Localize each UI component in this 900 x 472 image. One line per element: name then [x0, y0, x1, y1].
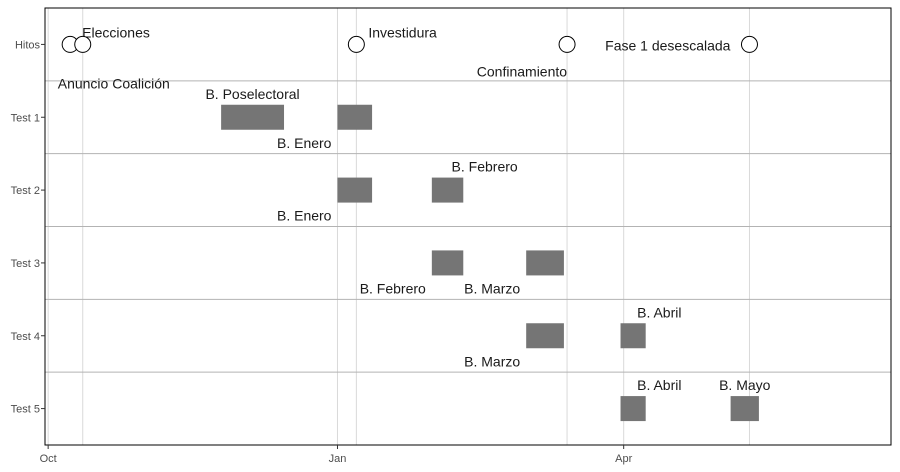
y-tick-label: Test 4	[11, 331, 40, 343]
bar-label-b-enero: B. Enero	[277, 135, 332, 151]
plot-border	[44, 7, 892, 446]
y-tick-label: Hitos	[15, 39, 41, 51]
bar-b-enero	[337, 104, 373, 130]
milestone-label-confinamiento: Confinamiento	[477, 63, 567, 79]
bar-b-mayo	[730, 396, 759, 422]
bar-label-b-mayo: B. Mayo	[719, 377, 771, 393]
bar-b-marzo	[526, 250, 564, 276]
bar-label-b-febrero: B. Febrero	[360, 280, 426, 296]
bar-b-poselectoral	[221, 104, 285, 130]
bar-label-b-poselectoral: B. Poselectoral	[205, 86, 299, 102]
x-tick-label: Oct	[40, 453, 57, 465]
bar-label-b-febrero: B. Febrero	[452, 159, 518, 175]
y-tick-label: Test 5	[11, 404, 40, 416]
y-tick-label: Test 2	[11, 185, 40, 197]
bar-label-b-abril: B. Abril	[637, 304, 681, 320]
milestone-label-anuncio-coalicion: Anuncio Coalición	[58, 75, 170, 91]
milestone-marker	[74, 35, 92, 53]
milestone-marker	[740, 35, 758, 53]
milestone-marker	[558, 35, 576, 53]
y-tick-label: Test 3	[11, 258, 40, 270]
bar-label-b-marzo: B. Marzo	[464, 280, 520, 296]
bar-b-marzo	[526, 323, 564, 349]
bar-label-b-abril: B. Abril	[637, 377, 681, 393]
bar-b-enero	[337, 177, 373, 203]
bar-label-b-marzo: B. Marzo	[464, 353, 520, 369]
x-tick-label: Apr	[615, 453, 632, 465]
bar-b-febrero	[431, 177, 464, 203]
x-tick-label: Jan	[329, 453, 347, 465]
milestone-label-elecciones: Elecciones	[82, 24, 150, 40]
bar-label-b-enero: B. Enero	[277, 208, 332, 224]
milestone-marker	[347, 35, 365, 53]
y-tick-label: Test 1	[11, 112, 40, 124]
bar-b-abril	[620, 323, 646, 349]
bar-b-febrero	[431, 250, 464, 276]
bar-b-abril	[620, 396, 646, 422]
milestone-label-investidura: Investidura	[368, 24, 437, 40]
milestone-label-fase-1-desescalada: Fase 1 desescalada	[605, 37, 731, 53]
